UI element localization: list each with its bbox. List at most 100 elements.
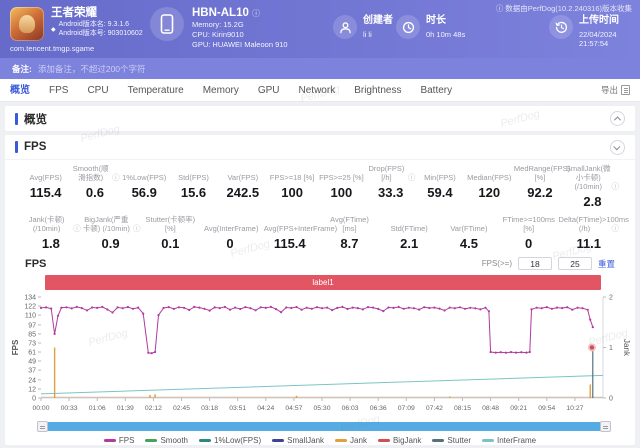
tab-gpu[interactable]: GPU [257,84,280,96]
chart-annotation-label[interactable]: label1 [45,275,601,290]
stat-cell: Var(FPS) 242.5 [218,164,267,209]
legend-item-smalljank[interactable]: SmallJank [272,436,324,445]
y-tick-label: 97 [28,322,36,329]
game-app-icon [10,7,44,41]
info-icon[interactable]: ⓘ [611,182,620,191]
fps-point [571,308,574,311]
fps-point [458,306,461,309]
info-icon[interactable]: ⓘ [112,173,120,182]
collapse-overview-button[interactable] [610,111,625,126]
overview-title-text: 概览 [24,113,47,126]
stat-label: Jank(卡顿) (/10min) ⓘ [28,215,81,233]
fps-threshold-min-input[interactable] [517,257,552,270]
legend-label: Jank [350,436,367,445]
legend-item-stutter[interactable]: Stutter [432,436,471,445]
legend-item-interframe[interactable]: InterFrame [482,436,536,445]
stat-cell: FPS>=18 [%] 100 [267,164,316,209]
x-tick-label: 09:21 [510,405,527,412]
fps-point [407,306,410,309]
info-icon[interactable]: ⓘ [407,173,416,182]
tab-overview[interactable]: 概览 [10,84,30,96]
fps-point [53,332,56,335]
stat-value: 59.4 [427,185,453,200]
fps-point [336,306,339,309]
fps-title-text: FPS [24,141,47,153]
stat-cell: Avg(FPS) 115.4 [21,164,70,209]
fps-stats-row-2: Jank(卡顿) (/10min) ⓘ 1.8 BigJank(严重卡顿) (/10m… [5,215,635,251]
reset-button[interactable]: 重置 [597,258,615,269]
overview-section: 概览 [5,106,635,131]
stat-cell: Delta(FTime)>100ms (/h) ⓘ 11.1 [558,215,628,251]
tab-temperature[interactable]: Temperature [127,84,184,96]
x-tick-label: 06:03 [342,405,359,412]
x-tick-label: 03:51 [229,405,246,412]
fps-point [228,308,232,311]
legend-label: InterFrame [497,436,537,445]
x-tick-label: 03:18 [201,405,218,412]
fps-point [530,308,533,311]
legend-item-bigjank[interactable]: BigJank [377,436,421,445]
legend-item-jank[interactable]: Jank [335,436,367,445]
legend-item-smooth[interactable]: Smooth [145,436,188,445]
fps-point [545,306,548,309]
chevron-down-icon [613,142,621,150]
tab-memory[interactable]: Memory [202,84,239,96]
stat-cell: Avg(InterFrame) 0 [200,215,260,251]
stat-value: 33.3 [378,185,404,200]
scrollbar-handle-right[interactable] [600,421,611,432]
stat-label: Var(FTime) [450,224,488,233]
stat-label: FTime>=100ms [%] [502,215,555,233]
creator-block: 创建者 li li [333,15,393,39]
tab-list: 概览 FPS CPU Temperature Memory GPU Network Brigh… [10,79,452,102]
stat-cell: Var(FTime) 4.5 [439,215,499,251]
bigjank-point [589,345,595,350]
fps-point [453,307,456,310]
fps-point [203,307,206,310]
fps-chart[interactable]: 134 122 110 97 85 73 61 49 37 24 12 0 2 1 0 00:00 00:33 0… [9,292,631,420]
duration-value: 0h 10m 48s [426,30,466,39]
fps-point [244,306,247,309]
x-tick-label: 06:36 [370,405,387,412]
y-tick-label: 61 [28,350,36,357]
tab-brightness[interactable]: Brightness [354,84,402,96]
stat-value: 120 [478,185,501,200]
tab-cpu[interactable]: CPU [87,84,109,96]
fps-threshold-max-input[interactable] [557,257,592,270]
chart-scrollbar[interactable] [37,421,611,432]
fps-point [520,351,523,354]
tab-fps[interactable]: FPS [49,84,69,96]
stat-value: 0.9 [101,236,120,251]
tab-battery[interactable]: Battery [420,84,453,96]
note-input-bar[interactable]: 备注: 添加备注，不超过200个字符 [0,58,640,79]
collapse-fps-button[interactable] [610,139,625,155]
fps-point [177,306,180,309]
fps-point [418,308,421,311]
fps-point [188,308,191,312]
legend-item-1-low-fps-[interactable]: 1%Low(FPS) [199,436,261,445]
info-icon[interactable]: ⓘ [73,224,81,233]
fps-threshold-label: FPS(>=) [481,259,512,268]
x-tick-label: 04:24 [257,405,274,412]
fps-point [162,306,165,310]
scrollbar-handle-left[interactable] [37,421,48,432]
export-button[interactable]: 导出 [601,84,630,96]
legend-marker [145,439,158,442]
fps-point [147,351,150,354]
fps-point [494,351,497,354]
stat-value: 100 [281,185,303,200]
info-icon[interactable]: ⓘ [252,9,261,18]
fps-point [341,305,344,308]
legend-marker [335,439,348,442]
legend-label: 1%Low(FPS) [214,436,262,445]
upload-time-block: 上传时间 22/04/2024 21:57:54 [549,15,640,48]
legend-marker [482,439,494,442]
legend-item-fps[interactable]: FPS [103,436,134,445]
fps-point [382,310,385,313]
stat-value: 11.1 [576,236,602,251]
fps-point [154,350,157,354]
tab-network[interactable]: Network [298,84,336,96]
info-icon[interactable]: ⓘ [132,224,141,233]
stat-label: Stutter(卡顿率) [%] [145,215,196,233]
info-icon[interactable]: ⓘ [611,224,619,233]
fps-point [576,306,579,309]
